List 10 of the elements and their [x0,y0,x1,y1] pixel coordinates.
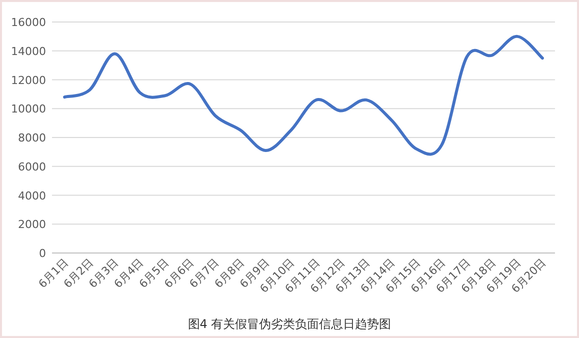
y-tick-label: 12000 [11,74,46,87]
y-tick-label: 0 [39,247,46,260]
y-tick-label: 14000 [11,44,46,58]
y-tick-label: 4000 [18,189,46,202]
y-tick-label: 2000 [18,218,46,232]
y-tick-label: 16000 [11,16,46,29]
text: 图4 有关假冒伪劣类负面信息日趋势图 [188,317,392,331]
y-tick-label: 10000 [11,102,46,116]
y-tick-label: 8000 [18,132,46,144]
y-tick-label: 6000 [18,160,46,174]
